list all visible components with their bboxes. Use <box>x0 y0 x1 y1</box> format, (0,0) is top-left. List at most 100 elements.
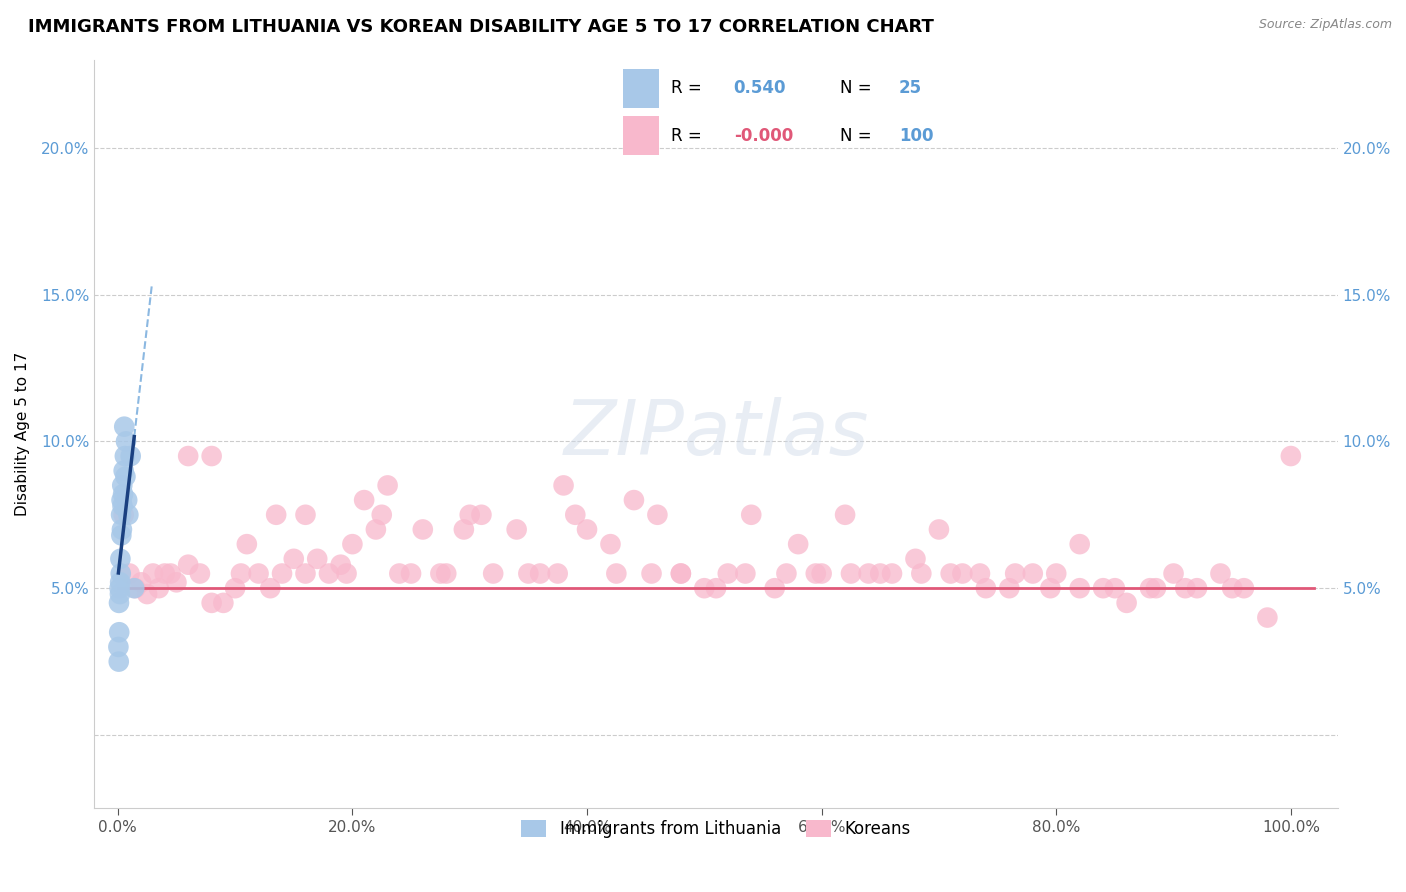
Text: 0.540: 0.540 <box>734 79 786 97</box>
Point <box>114 469 136 483</box>
Point <box>247 566 270 581</box>
Point <box>1069 581 1091 595</box>
Point <box>858 566 880 581</box>
Point <box>950 566 973 581</box>
Point <box>117 508 139 522</box>
Point <box>1045 566 1067 581</box>
Point <box>110 528 132 542</box>
Point <box>880 566 903 581</box>
Point <box>1039 581 1062 595</box>
Point <box>740 508 762 522</box>
Point <box>717 566 740 581</box>
Point <box>1220 581 1243 595</box>
Point <box>458 508 481 522</box>
Point <box>335 566 357 581</box>
Point <box>110 508 132 522</box>
Point <box>974 581 997 595</box>
Point <box>1174 581 1197 595</box>
Point <box>1185 581 1208 595</box>
Point <box>388 566 411 581</box>
Point <box>693 581 716 595</box>
Bar <box>623 116 659 155</box>
Point <box>111 523 134 537</box>
Point <box>108 596 131 610</box>
Point <box>177 558 200 572</box>
Point <box>1256 610 1278 624</box>
Point <box>108 575 131 590</box>
Point <box>271 566 294 581</box>
Point <box>236 537 259 551</box>
Point <box>115 434 138 449</box>
Point <box>775 566 797 581</box>
Text: N =: N = <box>839 79 872 97</box>
Point <box>111 499 134 513</box>
Point <box>804 566 827 581</box>
Point <box>928 523 950 537</box>
Point <box>112 464 135 478</box>
Point <box>229 566 252 581</box>
Point <box>576 523 599 537</box>
Bar <box>623 69 659 108</box>
Point <box>998 581 1021 595</box>
Point <box>1209 566 1232 581</box>
Point <box>318 566 340 581</box>
Point <box>734 566 756 581</box>
Point <box>107 655 129 669</box>
Text: R =: R = <box>671 79 702 97</box>
Text: N =: N = <box>839 128 872 145</box>
Point <box>115 493 138 508</box>
Text: R =: R = <box>671 128 702 145</box>
Point <box>434 566 457 581</box>
Point <box>1115 596 1137 610</box>
Point <box>1022 566 1045 581</box>
Point <box>1004 566 1026 581</box>
Point <box>353 493 375 508</box>
Point <box>259 581 281 595</box>
Point <box>112 419 135 434</box>
Point <box>910 566 932 581</box>
Point <box>283 551 305 566</box>
Point <box>110 566 132 581</box>
Point <box>122 581 145 595</box>
Text: ZIPatlas: ZIPatlas <box>564 397 869 471</box>
Point <box>212 596 235 610</box>
Text: 100: 100 <box>898 128 934 145</box>
Point <box>704 581 727 595</box>
Point <box>839 566 862 581</box>
Point <box>159 566 181 581</box>
Point <box>329 558 352 572</box>
Point <box>1144 581 1167 595</box>
Point <box>669 566 692 581</box>
Point <box>470 508 492 522</box>
Point <box>599 537 621 551</box>
Point <box>112 487 135 501</box>
Point <box>188 566 211 581</box>
Point <box>969 566 991 581</box>
Text: IMMIGRANTS FROM LITHUANIA VS KOREAN DISABILITY AGE 5 TO 17 CORRELATION CHART: IMMIGRANTS FROM LITHUANIA VS KOREAN DISA… <box>28 18 934 36</box>
Point <box>517 566 540 581</box>
Point <box>1104 581 1126 595</box>
Point <box>1069 537 1091 551</box>
Point <box>1139 581 1161 595</box>
Point <box>412 523 434 537</box>
Point <box>108 625 131 640</box>
Point <box>371 508 394 522</box>
Point <box>108 587 131 601</box>
Point <box>294 566 316 581</box>
Point <box>834 508 856 522</box>
Point <box>429 566 451 581</box>
Point <box>1233 581 1256 595</box>
Point <box>294 508 316 522</box>
Point <box>201 449 224 463</box>
Point <box>1279 449 1302 463</box>
Point <box>787 537 810 551</box>
Point <box>939 566 962 581</box>
Point <box>810 566 832 581</box>
Point <box>111 478 134 492</box>
Point <box>482 566 505 581</box>
Point <box>640 566 662 581</box>
Point <box>114 449 136 463</box>
Point <box>177 449 200 463</box>
Point <box>904 551 927 566</box>
Point <box>763 581 786 595</box>
